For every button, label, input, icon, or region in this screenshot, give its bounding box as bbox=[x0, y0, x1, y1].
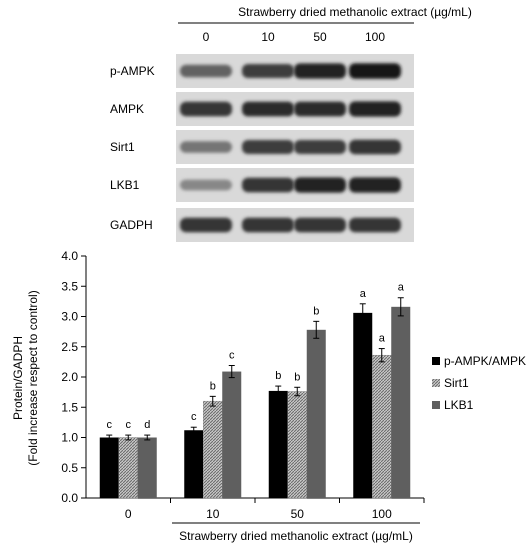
blot-band bbox=[294, 177, 346, 193]
y-tick-label: 0.5 bbox=[61, 461, 78, 475]
blot-dose-label: 0 bbox=[203, 30, 210, 44]
y-axis: 0.0 0.5 1.0 1.5 2.0 2.5 3.0 3.5 4.0 bbox=[61, 249, 87, 505]
blot-band bbox=[349, 101, 401, 117]
bar-chart: 0.0 0.5 1.0 1.5 2.0 2.5 3.0 3.5 4.0 0 10 50 100 c c b… bbox=[11, 249, 526, 543]
blot-row: AMPK bbox=[110, 92, 414, 126]
blot-band bbox=[242, 217, 294, 233]
significance-letter: b bbox=[210, 380, 216, 392]
blot-protein-label: GADPH bbox=[110, 218, 153, 232]
significance-letter: a bbox=[360, 288, 367, 300]
significance-letter: c bbox=[229, 350, 235, 362]
blot-row: GADPH bbox=[110, 208, 414, 242]
blot-dose-labels: 0 10 50 100 bbox=[203, 30, 386, 44]
bar bbox=[287, 391, 307, 499]
blot-row: LKB1 bbox=[110, 168, 414, 202]
blot-dose-label: 100 bbox=[365, 30, 385, 44]
significance-letter: a bbox=[379, 333, 386, 345]
blot-band bbox=[349, 217, 401, 233]
legend-label: LKB1 bbox=[444, 398, 474, 412]
blot-band bbox=[180, 64, 232, 78]
western-blot-panel: Strawberry dried methanolic extract (µg/… bbox=[110, 5, 472, 242]
blot-dose-label: 10 bbox=[261, 30, 275, 44]
x-tick-label: 10 bbox=[206, 507, 220, 521]
blot-band bbox=[349, 139, 401, 155]
legend-swatch bbox=[432, 357, 440, 365]
significance-letter: c bbox=[107, 419, 113, 431]
blot-dose-header: Strawberry dried methanolic extract (µg/… bbox=[238, 5, 472, 19]
bar bbox=[306, 329, 326, 498]
y-tick-label: 3.0 bbox=[61, 310, 78, 324]
significance-letter: b bbox=[294, 371, 300, 383]
y-tick-label: 2.5 bbox=[61, 340, 78, 354]
blot-band bbox=[294, 140, 346, 154]
significance-letter: b bbox=[313, 305, 319, 317]
bar bbox=[372, 354, 392, 499]
blot-band bbox=[349, 177, 401, 193]
bar bbox=[184, 430, 204, 498]
significance-letter: d bbox=[144, 419, 150, 431]
bar bbox=[118, 437, 138, 499]
blot-row: p-AMPK bbox=[110, 54, 414, 88]
blot-protein-label: p-AMPK bbox=[110, 64, 155, 78]
legend-label: p-AMPK/AMPK bbox=[444, 354, 526, 368]
x-axis-title: Strawberry dried methanolic extract (µg/… bbox=[179, 529, 413, 543]
x-tick-label: 0 bbox=[125, 507, 132, 521]
bar bbox=[137, 437, 157, 498]
bar bbox=[203, 400, 223, 499]
bar bbox=[222, 371, 242, 498]
blot-band bbox=[242, 101, 294, 117]
blot-band bbox=[349, 63, 401, 79]
blot-protein-label: Sirt1 bbox=[110, 140, 135, 154]
bar bbox=[391, 306, 411, 498]
blot-band bbox=[242, 64, 294, 78]
blot-rows: p-AMPK AMPK Sirt1 LKB1 GADPH bbox=[110, 54, 414, 242]
blot-band bbox=[180, 217, 232, 233]
bar bbox=[353, 312, 373, 498]
y-tick-label: 1.0 bbox=[61, 431, 78, 445]
legend-label: Sirt1 bbox=[444, 376, 469, 390]
y-tick-label: 3.5 bbox=[61, 279, 78, 293]
y-tick-label: 1.5 bbox=[61, 400, 78, 414]
blot-band bbox=[242, 177, 294, 193]
bar bbox=[99, 437, 119, 498]
legend-swatch bbox=[432, 379, 440, 387]
x-tick-label: 50 bbox=[291, 507, 305, 521]
chart-legend: p-AMPK/AMPK Sirt1 LKB1 bbox=[432, 354, 526, 412]
blot-band bbox=[180, 179, 232, 191]
legend-swatch bbox=[432, 401, 440, 409]
blot-band bbox=[242, 140, 294, 154]
significance-letter: c bbox=[191, 411, 197, 423]
significance-letter: c bbox=[126, 419, 132, 431]
blot-protein-label: LKB1 bbox=[110, 178, 140, 192]
blot-band bbox=[294, 101, 346, 117]
blot-row: Sirt1 bbox=[110, 130, 414, 164]
y-tick-label: 0.0 bbox=[61, 491, 78, 505]
x-axis: 0 10 50 100 bbox=[86, 497, 425, 521]
y-axis-label-line2: (Fold increase respect to control) bbox=[26, 290, 40, 465]
x-tick-label: 100 bbox=[372, 507, 392, 521]
y-tick-label: 4.0 bbox=[61, 249, 78, 263]
blot-band bbox=[180, 141, 232, 153]
y-tick-label: 2.0 bbox=[61, 370, 78, 384]
significance-letter: a bbox=[398, 282, 405, 294]
blot-band bbox=[294, 217, 346, 233]
blot-band bbox=[180, 101, 232, 117]
blot-band bbox=[294, 63, 346, 79]
bar bbox=[268, 390, 288, 498]
significance-letter: b bbox=[275, 370, 281, 382]
blot-dose-label: 50 bbox=[313, 30, 327, 44]
y-axis-label-line1: Protein/GADPH bbox=[11, 336, 25, 420]
blot-protein-label: AMPK bbox=[110, 102, 144, 116]
